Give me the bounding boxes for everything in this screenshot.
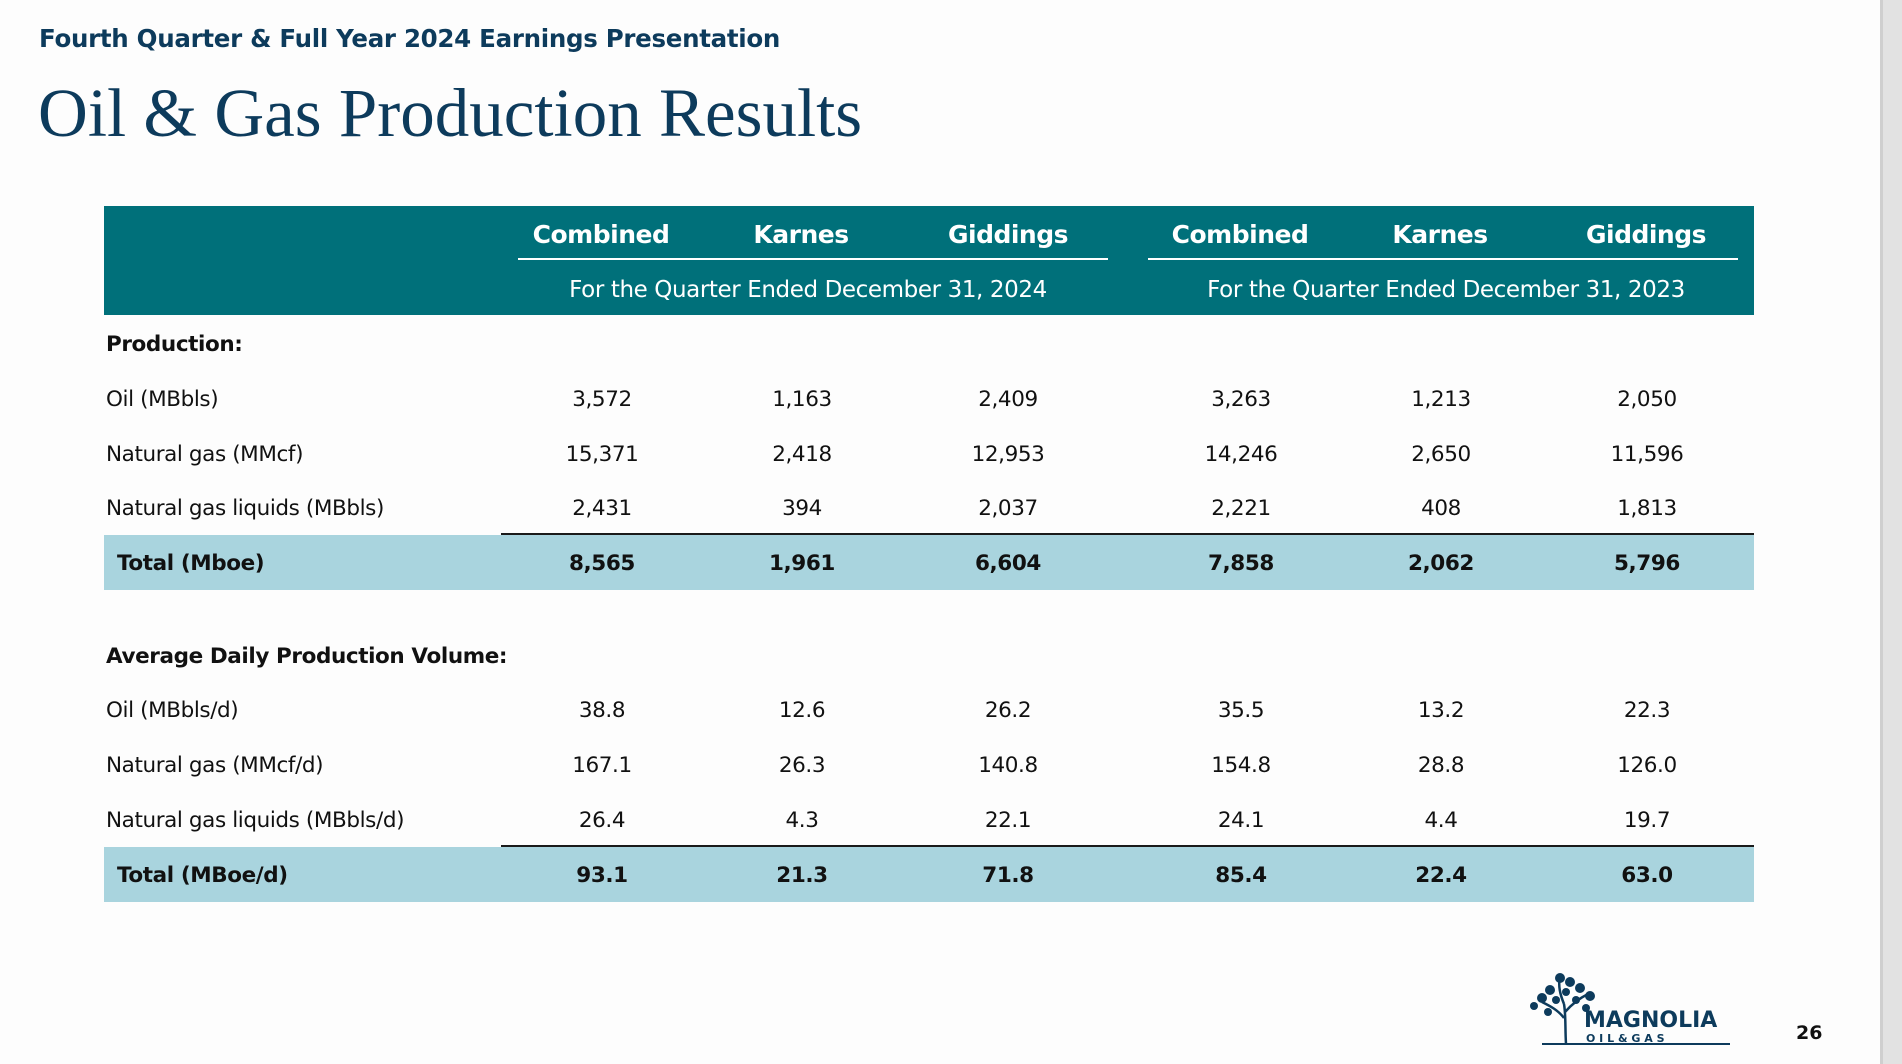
table-cell: 126.0 xyxy=(1617,753,1677,778)
table-cell: 26.3 xyxy=(778,753,826,778)
total-row-band xyxy=(104,535,1754,590)
table-cell: 4.3 xyxy=(785,808,819,833)
total-cell: 22.4 xyxy=(1415,863,1467,888)
column-header-karnes-2023: Karnes xyxy=(1392,220,1488,249)
total-cell: 93.1 xyxy=(576,863,628,888)
logo-wordmark: MAGNOLIA xyxy=(1584,1008,1717,1033)
table-cell: 38.8 xyxy=(578,698,626,723)
table-cell: 24.1 xyxy=(1217,808,1265,833)
table-cell: 26.2 xyxy=(984,698,1032,723)
tree-icon xyxy=(1530,973,1730,1045)
table-cell: 22.3 xyxy=(1623,698,1671,723)
table-cell: 154.8 xyxy=(1211,753,1271,778)
table-cell: 4.4 xyxy=(1424,808,1458,833)
table-cell: 167.1 xyxy=(572,753,632,778)
column-header-combined-2023: Combined xyxy=(1171,220,1309,249)
total-row-label: Total (Mboe) xyxy=(117,551,265,576)
total-cell: 2,062 xyxy=(1407,551,1474,576)
header-underline-2023 xyxy=(1148,258,1738,260)
table-cell: 14,246 xyxy=(1204,442,1278,467)
column-header-giddings-2024: Giddings xyxy=(947,220,1069,249)
total-cell: 85.4 xyxy=(1215,863,1267,888)
total-cell: 6,604 xyxy=(974,551,1041,576)
table-cell: 3,572 xyxy=(572,387,632,412)
table-cell: 35.5 xyxy=(1217,698,1265,723)
total-cell: 21.3 xyxy=(776,863,828,888)
table-cell: 1,813 xyxy=(1617,496,1677,521)
total-cell: 1,961 xyxy=(768,551,835,576)
table-cell: 11,596 xyxy=(1610,442,1684,467)
column-header-giddings-2023: Giddings xyxy=(1585,220,1707,249)
page-title: Oil & Gas Production Results xyxy=(38,75,863,151)
header-underline-2024 xyxy=(518,258,1108,260)
section-heading-average-daily: Average Daily Production Volume: xyxy=(106,644,508,669)
table-cell: 408 xyxy=(1421,496,1461,521)
column-header-karnes-2024: Karnes xyxy=(753,220,849,249)
magnolia-logo: MAGNOLIA O I L & G A S xyxy=(1530,973,1730,1045)
total-cell: 7,858 xyxy=(1207,551,1274,576)
column-header-combined-2024: Combined xyxy=(532,220,670,249)
table-cell: 12.6 xyxy=(778,698,826,723)
total-cell: 5,796 xyxy=(1613,551,1680,576)
logo-tagline: O I L & G A S xyxy=(1586,1032,1665,1045)
total-row-label: Total (MBoe/d) xyxy=(117,863,288,888)
total-rule xyxy=(501,845,1754,847)
presentation-subtitle: Fourth Quarter & Full Year 2024 Earnings… xyxy=(39,24,781,53)
table-cell: 2,050 xyxy=(1617,387,1677,412)
row-label: Natural gas liquids (MBbls) xyxy=(106,496,384,521)
table-cell: 2,650 xyxy=(1411,442,1471,467)
window-edge-strip xyxy=(1880,0,1902,1064)
total-cell: 71.8 xyxy=(982,863,1034,888)
table-cell: 3,263 xyxy=(1211,387,1271,412)
table-cell: 28.8 xyxy=(1417,753,1465,778)
row-label: Natural gas (MMcf) xyxy=(106,442,304,467)
section-heading-production: Production: xyxy=(106,332,243,357)
table-cell: 15,371 xyxy=(565,442,639,467)
period-label-2023: For the Quarter Ended December 31, 2023 xyxy=(1207,277,1685,303)
row-label: Natural gas (MMcf/d) xyxy=(106,753,324,778)
table-cell: 140.8 xyxy=(978,753,1038,778)
table-cell: 22.1 xyxy=(984,808,1032,833)
table-cell: 2,221 xyxy=(1211,496,1271,521)
row-label: Oil (MBbls/d) xyxy=(106,698,239,723)
row-label: Natural gas liquids (MBbls/d) xyxy=(106,808,405,833)
row-label: Oil (MBbls) xyxy=(106,387,219,412)
total-rule xyxy=(501,533,1754,535)
table-cell: 2,418 xyxy=(772,442,832,467)
table-cell: 2,409 xyxy=(978,387,1038,412)
table-cell: 12,953 xyxy=(971,442,1045,467)
table-header-band xyxy=(104,206,1754,315)
table-cell: 19.7 xyxy=(1623,808,1671,833)
table-cell: 2,037 xyxy=(978,496,1038,521)
table-cell: 13.2 xyxy=(1417,698,1465,723)
total-row-band xyxy=(104,847,1754,902)
total-cell: 63.0 xyxy=(1621,863,1673,888)
table-cell: 1,163 xyxy=(772,387,832,412)
total-cell: 8,565 xyxy=(568,551,635,576)
table-cell: 394 xyxy=(782,496,822,521)
table-cell: 2,431 xyxy=(572,496,632,521)
table-cell: 26.4 xyxy=(578,808,626,833)
table-cell: 1,213 xyxy=(1411,387,1471,412)
page-number: 26 xyxy=(1796,1022,1823,1044)
period-label-2024: For the Quarter Ended December 31, 2024 xyxy=(569,277,1047,303)
